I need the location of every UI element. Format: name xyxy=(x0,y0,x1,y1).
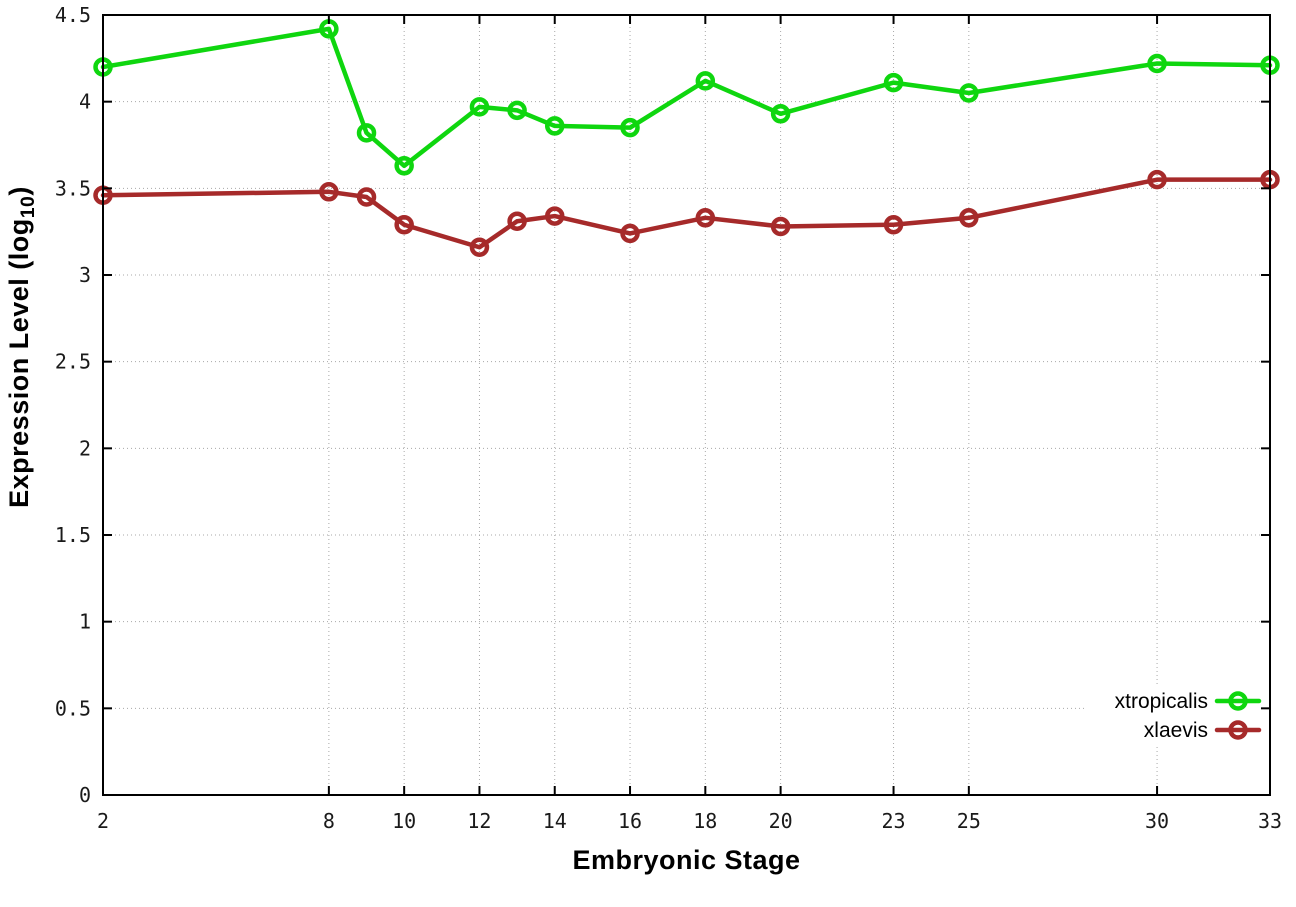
x-axis-title: Embryonic Stage xyxy=(572,845,801,875)
data-point-xtropicalis-stage-14 xyxy=(544,116,565,136)
legend-entry-xtropicalis: xtropicalis xyxy=(1115,690,1262,713)
data-point-xtropicalis-stage-25 xyxy=(959,83,979,103)
data-point-xlaevis-stage-23 xyxy=(883,214,904,235)
y-axis-title-subscript: 10 xyxy=(17,195,40,219)
data-point-xlaevis-stage-30 xyxy=(1147,169,1167,190)
x-tick-label-25: 25 xyxy=(957,809,981,833)
data-point-xlaevis-stage-9 xyxy=(356,187,377,207)
data-point-xlaevis-stage-8 xyxy=(319,182,339,202)
gridlines xyxy=(102,14,1271,796)
tick-marks xyxy=(102,14,1271,796)
plot-border xyxy=(102,14,1271,796)
x-tick-label-14: 14 xyxy=(543,809,567,833)
x-tick-label-30: 30 xyxy=(1145,809,1169,833)
y-tick-label-1: 1 xyxy=(79,610,91,634)
data-point-xtropicalis-stage-10 xyxy=(394,156,414,176)
y-tick-label-2.5: 2.5 xyxy=(55,350,91,374)
data-point-xlaevis-stage-13 xyxy=(507,211,527,232)
x-tick-label-10: 10 xyxy=(392,809,416,833)
legend: xtropicalis xlaevis xyxy=(1115,690,1262,742)
data-point-xlaevis-stage-25 xyxy=(959,208,979,228)
y-tick-label-4: 4 xyxy=(79,90,91,114)
data-point-xlaevis-stage-18 xyxy=(695,208,716,228)
series-xtropicalis xyxy=(93,19,1280,176)
series-line-xtropicalis xyxy=(100,26,1273,169)
data-point-xtropicalis-stage-30 xyxy=(1147,53,1167,74)
x-tick-label-23: 23 xyxy=(882,809,906,833)
x-tick-label-8: 8 xyxy=(323,809,335,833)
legend-entry-xlaevis: xlaevis xyxy=(1144,719,1262,742)
data-point-xlaevis-stage-10 xyxy=(394,214,414,235)
y-tick-label-1.5: 1.5 xyxy=(55,523,91,547)
data-point-xtropicalis-stage-23 xyxy=(883,72,904,93)
y-tick-label-2: 2 xyxy=(79,436,91,460)
legend-label-xlaevis: xlaevis xyxy=(1144,719,1208,742)
y-tick-label-0.5: 0.5 xyxy=(55,696,91,720)
data-point-xtropicalis-stage-18 xyxy=(695,71,716,91)
y-axis-title-text: Expression Level (log xyxy=(3,218,34,508)
y-tick-label-0: 0 xyxy=(79,783,91,807)
legend-marker-xlaevis xyxy=(1228,720,1248,740)
y-axis-title-close: ) xyxy=(3,186,34,196)
y-tick-label-3: 3 xyxy=(79,263,91,287)
data-point-xlaevis-stage-12 xyxy=(469,237,490,258)
x-tick-label-12: 12 xyxy=(467,809,491,833)
x-tick-label-2: 2 xyxy=(97,809,109,833)
data-point-xtropicalis-stage-13 xyxy=(507,100,527,121)
data-point-xlaevis-stage-14 xyxy=(544,206,565,226)
y-axis-title: Expression Level (log10) xyxy=(4,186,40,508)
data-point-xlaevis-stage-16 xyxy=(620,223,640,244)
y-tick-label-3.5: 3.5 xyxy=(55,176,91,200)
legend-marker-xtropicalis xyxy=(1228,691,1248,711)
legend-label-xtropicalis: xtropicalis xyxy=(1115,690,1208,713)
x-tick-label-18: 18 xyxy=(693,809,717,833)
series-line-xlaevis xyxy=(100,177,1273,250)
data-point-xtropicalis-stage-20 xyxy=(770,104,791,124)
x-tick-label-16: 16 xyxy=(618,809,642,833)
data-point-xlaevis-stage-20 xyxy=(770,216,791,237)
x-tick-label-33: 33 xyxy=(1258,809,1282,833)
x-tick-label-20: 20 xyxy=(769,809,793,833)
data-point-xtropicalis-stage-9 xyxy=(356,123,377,143)
data-point-xtropicalis-stage-12 xyxy=(469,97,490,117)
data-point-xtropicalis-stage-16 xyxy=(620,117,640,138)
y-tick-label-4.5: 4.5 xyxy=(55,3,91,27)
tick-labels: 2 8 10 12 14 16 18 20 23 25 30 33 0 0.5 1 1.5 2 2.5 3 3.5 4 4… xyxy=(55,3,1282,833)
series-xlaevis xyxy=(93,169,1280,258)
